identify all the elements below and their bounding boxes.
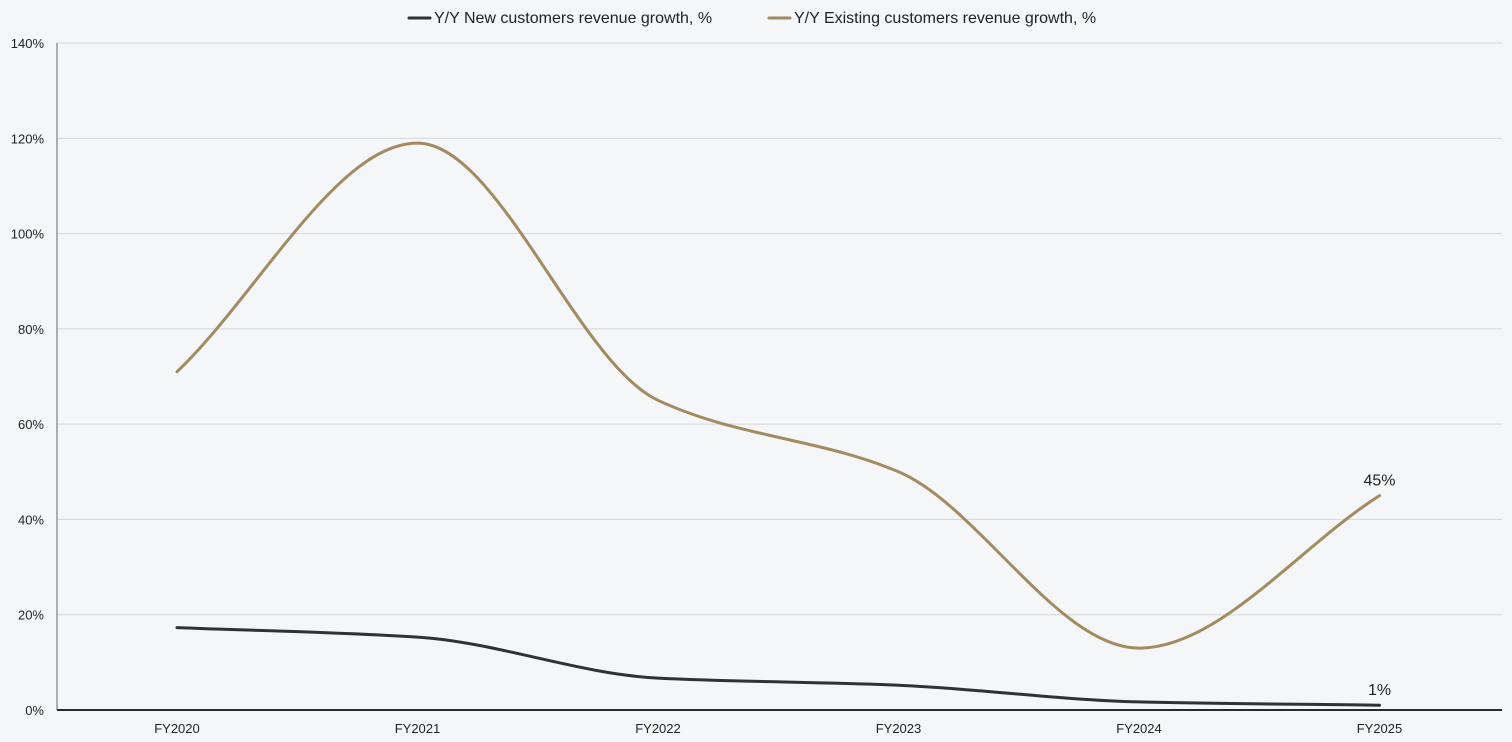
legend-item-new-customers: Y/Y New customers revenue growth, % bbox=[407, 10, 712, 27]
legend-label-new-customers: Y/Y New customers revenue growth, % bbox=[434, 10, 712, 27]
x-tick-label: FY2021 bbox=[395, 721, 441, 736]
y-tick-label: 120% bbox=[11, 131, 45, 146]
legend-item-existing-customers: Y/Y Existing customers revenue growth, % bbox=[767, 10, 1096, 27]
grid-layer bbox=[57, 42, 1502, 616]
x-tick-label: FY2022 bbox=[635, 721, 681, 736]
y-tick-label: 80% bbox=[18, 322, 44, 337]
legend-label-existing-customers: Y/Y Existing customers revenue growth, % bbox=[794, 10, 1096, 27]
series-line-existing-customers bbox=[175, 141, 1381, 650]
y-tick-label: 20% bbox=[18, 608, 44, 623]
y-tick-label: 40% bbox=[18, 512, 44, 527]
y-tick-label: 60% bbox=[18, 417, 44, 432]
label-layer: 1% 45% bbox=[1363, 473, 1395, 700]
y-tick-label: 0% bbox=[25, 703, 44, 718]
x-tick-label: FY2023 bbox=[876, 721, 922, 736]
series-layer bbox=[175, 141, 1381, 707]
y-tick-label: 140% bbox=[11, 36, 45, 51]
data-label-new-customers: 1% bbox=[1368, 682, 1391, 699]
data-label-existing-customers: 45% bbox=[1363, 473, 1395, 490]
series-line-new-customers bbox=[175, 626, 1381, 707]
x-tick-label: FY2024 bbox=[1116, 721, 1162, 736]
y-tick-label: 100% bbox=[11, 227, 45, 242]
x-tick-label: FY2020 bbox=[154, 721, 200, 736]
axis-layer: 0% 20% 40% 60% 80% 100% 120% 140% FY2020 FY2021 FY… bbox=[11, 36, 1502, 736]
legend: Y/Y New customers revenue growth, % Y/Y … bbox=[407, 10, 1096, 27]
x-tick-label: FY2025 bbox=[1357, 721, 1403, 736]
